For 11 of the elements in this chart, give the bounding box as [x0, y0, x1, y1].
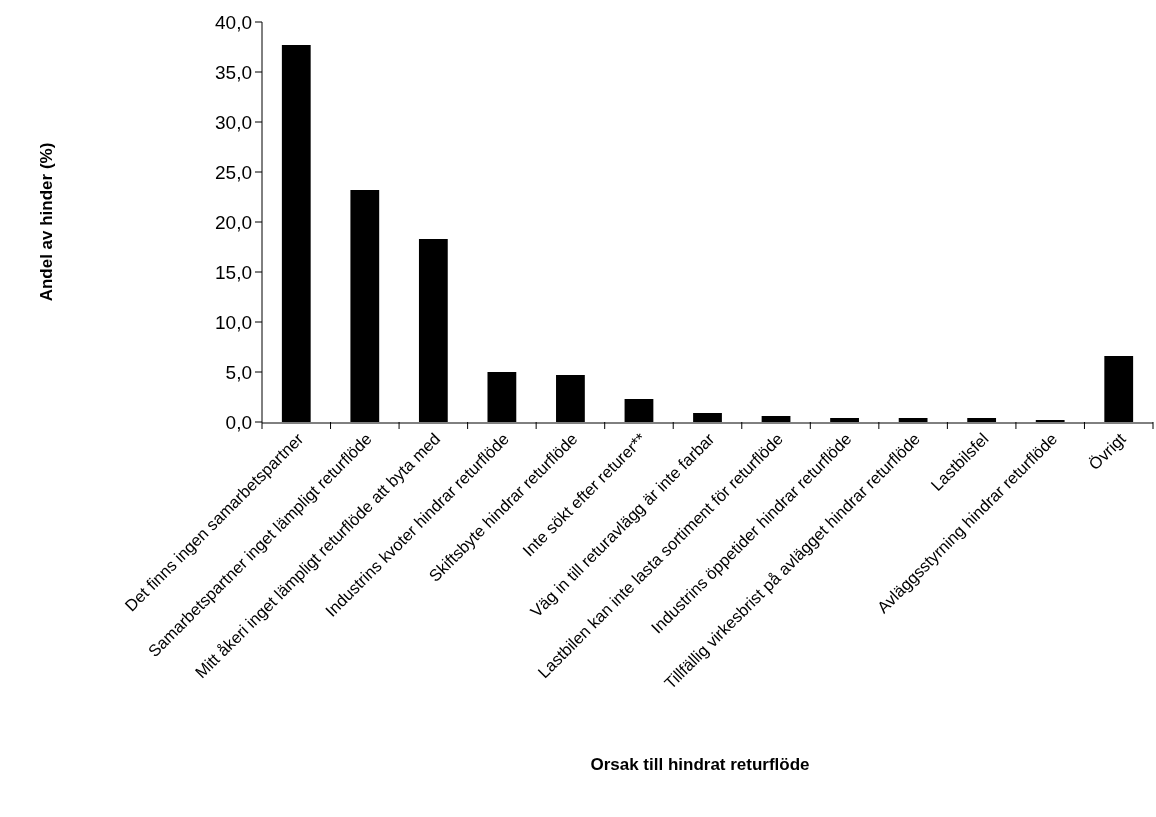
y-tick-label: 10,0 — [215, 311, 252, 333]
y-tick-label: 20,0 — [215, 211, 252, 233]
y-tick-label: 35,0 — [215, 61, 252, 83]
y-tick-label: 5,0 — [225, 361, 252, 383]
y-tick-label: 30,0 — [215, 111, 252, 133]
y-tick-label: 15,0 — [215, 261, 252, 283]
y-tick-label: 0,0 — [225, 411, 252, 433]
x-axis-title: Orsak till hindrat returflöde — [590, 755, 810, 774]
y-tick-label: 25,0 — [215, 161, 252, 183]
y-tick-label: 40,0 — [215, 11, 252, 33]
y-axis-title: Andel av hinder (%) — [37, 142, 56, 302]
